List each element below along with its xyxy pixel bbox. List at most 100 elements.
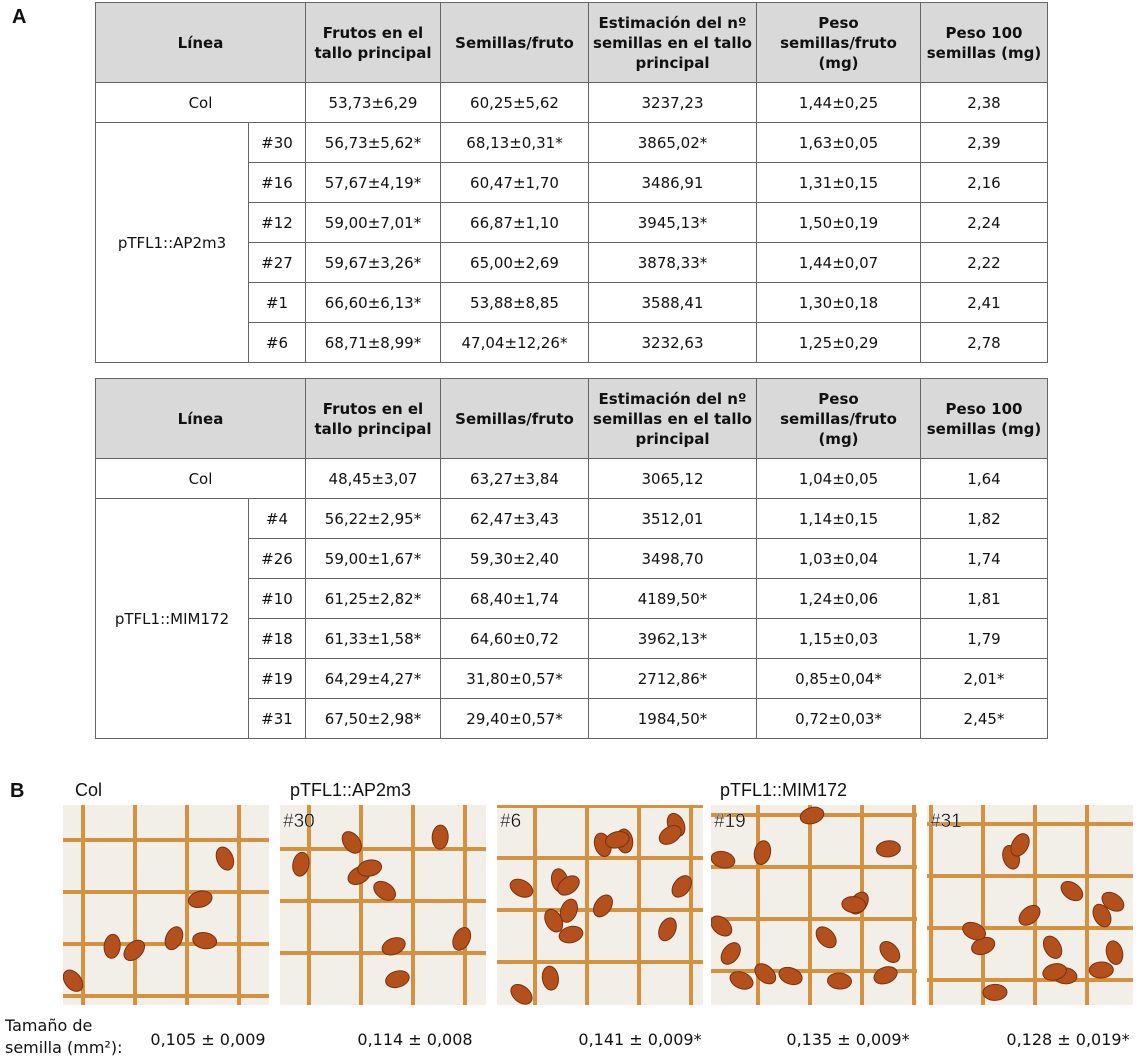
- header-cell: Frutos en el tallo principal: [305, 378, 441, 459]
- data-row: pTFL1::AP2m3 #30 56,73±5,62* 68,13±0,31* 386…: [95, 122, 1048, 363]
- cell: 61,33±1,58*: [305, 618, 441, 659]
- cell: 53,73±6,29: [305, 82, 441, 123]
- cell: #31: [248, 698, 306, 739]
- cell: 1,44±0,07: [756, 242, 921, 283]
- seed: [1105, 940, 1124, 965]
- cell: 1,64: [920, 458, 1048, 499]
- cell: 3588,41: [588, 282, 757, 323]
- header-cell: Peso semillas/fruto (mg): [756, 2, 921, 83]
- seed: [452, 927, 472, 951]
- cell: 1,81: [920, 578, 1048, 619]
- seed: [1088, 961, 1114, 979]
- seed: [711, 850, 736, 869]
- cell: 3865,02*: [588, 122, 757, 163]
- cell: #6: [248, 322, 306, 363]
- photo-label: #6: [500, 811, 521, 832]
- seed: [1092, 903, 1112, 928]
- cell: Col: [95, 82, 306, 123]
- cell: 60,25±5,62: [440, 82, 589, 123]
- seed-photo: #31: [927, 805, 1133, 1005]
- header-row: Línea Frutos en el tallo principal Semilla…: [95, 378, 1048, 459]
- cell: 2,41: [920, 282, 1048, 323]
- cell: #26: [248, 538, 306, 579]
- cell: #18: [248, 618, 306, 659]
- seed: [671, 875, 692, 898]
- cell: Col: [95, 458, 306, 499]
- header-cell: Peso 100 semillas (mg): [920, 378, 1048, 459]
- seed: [192, 932, 218, 950]
- cell: 59,00±7,01*: [305, 202, 441, 243]
- seed: [778, 966, 803, 986]
- group-label: Col: [75, 780, 103, 800]
- seed: [103, 933, 121, 959]
- seed: [1010, 833, 1030, 857]
- header-row: Línea Frutos en el tallo principal Semilla…: [95, 2, 1048, 83]
- cell: 2,22: [920, 242, 1048, 283]
- cell: 3878,33*: [588, 242, 757, 283]
- panel-label: A: [12, 6, 27, 28]
- cell: 3945,13*: [588, 202, 757, 243]
- seed: [123, 939, 146, 962]
- cell: 59,30±2,40: [440, 538, 589, 579]
- header-cell: Peso 100 semillas (mg): [920, 2, 1048, 83]
- seed: [1018, 904, 1041, 926]
- seed: [711, 915, 733, 937]
- seed: [593, 894, 613, 918]
- cell: 66,87±1,10: [440, 202, 589, 243]
- cell: #27: [248, 242, 306, 283]
- cell: 1,25±0,29: [756, 322, 921, 363]
- seed: [1042, 963, 1067, 981]
- seed: [63, 969, 84, 992]
- cell: 1,14±0,15: [756, 498, 921, 539]
- header-cell: Semillas/fruto: [440, 378, 589, 459]
- cell: 60,47±1,70: [440, 162, 589, 203]
- cell: 2,24: [920, 202, 1048, 243]
- seed-size-value: 0,114 ± 0,008: [357, 1030, 473, 1049]
- cell: 2712,86*: [588, 658, 757, 699]
- cell: 56,73±5,62*: [305, 122, 441, 163]
- cell: 57,67±4,19*: [305, 162, 441, 203]
- photo-label: #31: [930, 811, 962, 832]
- seed: [381, 937, 406, 956]
- seed: [754, 963, 777, 985]
- seed: [982, 983, 1008, 1001]
- cell: 3512,01: [588, 498, 757, 539]
- cell: 3232,63: [588, 322, 757, 363]
- cell: 1,79: [920, 618, 1048, 659]
- cell: 63,27±3,84: [440, 458, 589, 499]
- cell: 1,15±0,03: [756, 618, 921, 659]
- cell: 66,60±6,13*: [305, 282, 441, 323]
- seed: [753, 840, 772, 865]
- header-cell: Línea: [95, 378, 306, 459]
- cell: 1,74: [920, 538, 1048, 579]
- photo-label: #19: [714, 811, 746, 832]
- cell: 2,39: [920, 122, 1048, 163]
- seed: [658, 917, 677, 942]
- seed: [799, 806, 825, 825]
- cell: 1,04±0,05: [756, 458, 921, 499]
- seed: [1060, 881, 1084, 902]
- seed: [1101, 891, 1125, 912]
- cell: 1,82: [920, 498, 1048, 539]
- seed: [1042, 935, 1063, 959]
- cell: 1,30±0,18: [756, 282, 921, 323]
- cell: 59,67±3,26*: [305, 242, 441, 283]
- seed: [879, 940, 901, 964]
- seed: [873, 966, 898, 985]
- cell: 47,04±12,26*: [440, 322, 589, 363]
- cell: 0,72±0,03*: [756, 698, 921, 739]
- seed: [875, 840, 901, 858]
- cell: #30: [248, 122, 306, 163]
- cell: 2,45*: [920, 698, 1048, 739]
- data-table: Línea Frutos en el tallo principal Semilla…: [95, 2, 1048, 363]
- seed-photo: #6: [497, 805, 703, 1005]
- seed: [559, 898, 578, 923]
- data-row: pTFL1::MIM172 #4 56,22±2,95* 62,47±3,43 3512…: [95, 498, 1048, 739]
- cell: 3237,23: [588, 82, 757, 123]
- header-cell: Línea: [95, 2, 306, 83]
- seed: [557, 875, 580, 896]
- seed: [729, 971, 754, 990]
- seed: [604, 831, 630, 849]
- cell: #16: [248, 162, 306, 203]
